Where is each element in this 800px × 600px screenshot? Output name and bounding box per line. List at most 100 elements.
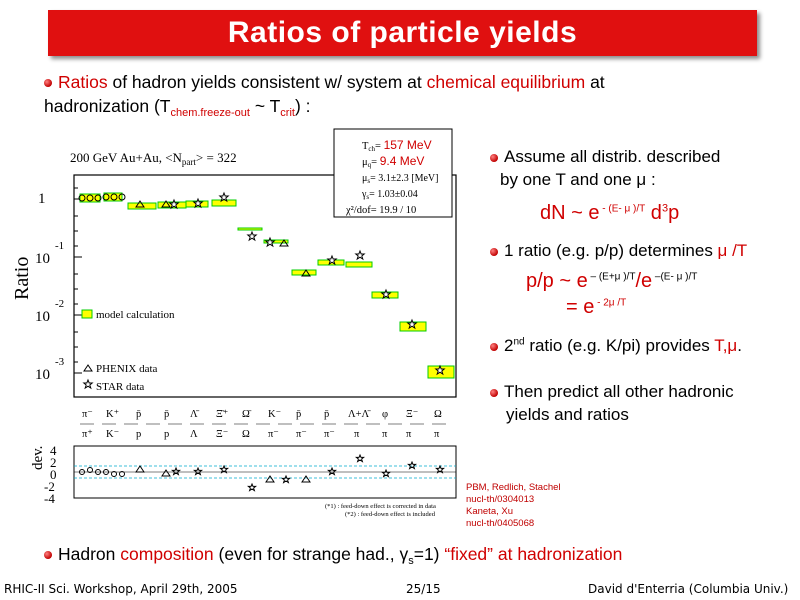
model-band [237, 227, 263, 231]
text: (even for strange had., γ [213, 544, 409, 564]
legend-star: STAR data [96, 381, 144, 393]
data-point [110, 193, 118, 201]
text: Hadron [58, 544, 121, 564]
footnote: (*2) : feed-down effect is included [345, 511, 436, 518]
tick-label: -1 [55, 240, 64, 252]
dev-point [326, 466, 338, 476]
formula-sup: 3 [661, 202, 669, 215]
phenix-triangle [301, 269, 311, 277]
formula-part: dN ~ e [540, 202, 600, 224]
x-label: Ω̄ [242, 409, 252, 420]
intro-part: hadronization (T [44, 96, 171, 116]
star-marker [326, 254, 338, 266]
intro-part: at [585, 72, 605, 92]
x-label: π⁻ [296, 429, 307, 440]
title-bar: Ratios of particle yields [48, 10, 757, 56]
dev-tick: 2 [50, 455, 57, 470]
bullet-icon [490, 342, 498, 351]
bullet-icon [490, 153, 498, 162]
formula-part: p [668, 202, 680, 224]
param-chi2: χ²/dof= 19.9 / 10 [345, 205, 416, 216]
references: PBM, Redlich, Stachel nucl-th/0304013 Ka… [466, 482, 561, 530]
formula-sup: - 2μ /T [594, 297, 627, 309]
formula-sup: - (E- μ )/T [599, 203, 646, 215]
data-point [118, 193, 126, 201]
dev-point [280, 474, 292, 484]
formula-sup: –(E- μ )/T [652, 271, 698, 283]
ratio-plot: 200 GeV Au+Au, <Npart> = 322 1 10 -1 10 … [11, 128, 457, 518]
dev-point [161, 469, 171, 477]
x-label: K⁺ [106, 409, 119, 420]
legend-model: model calculation [96, 309, 175, 321]
text: s [408, 555, 414, 567]
x-label: π⁻ [82, 409, 93, 420]
reference: nucl-th/0304013 [466, 494, 535, 505]
model-band [211, 199, 237, 207]
explanation-1: Assume all distrib. described by one T a… [490, 145, 790, 191]
x-label: K⁻ [268, 409, 281, 420]
intro-sub: chem.freeze-out [170, 107, 250, 119]
param-muq: μq= 9.4 MeV [362, 154, 424, 169]
x-label: p̄ [136, 409, 141, 420]
footer-right: David d'Enterria (Columbia Univ.) [588, 582, 789, 596]
star-marker [406, 318, 418, 330]
dev-point [192, 466, 204, 476]
dev-axis-label: dev. [30, 446, 46, 470]
tick-label: 1 [38, 191, 46, 207]
dev-point [246, 482, 258, 492]
x-label: K⁻ [106, 429, 119, 440]
params-box [333, 128, 453, 218]
model-band [127, 202, 157, 210]
bullet-icon [490, 247, 498, 256]
x-label: φ [382, 409, 388, 420]
param-mus: μs= 3.1±2.3 [MeV] [362, 173, 438, 185]
intro-part: ) : [294, 96, 311, 116]
data-point [78, 194, 86, 202]
x-axis-labels: π⁻ π⁺ K⁺ K⁻ p̄ p p̄ p Λ̄ Λ Ξ̄⁺ Ξ⁻ Ω̄ Ω K⁻ π⁻ p̄ π… [82, 409, 442, 440]
param-tch: Tch= 157 MeV [362, 138, 432, 153]
formula-part: = e [566, 296, 595, 318]
conclusion: Hadron composition (even for strange had… [44, 544, 622, 567]
formula-sup: – (E+μ )/T [587, 271, 636, 283]
data-point [94, 194, 102, 202]
reference: Kaneta, Xu [466, 506, 514, 517]
bullet-icon [44, 79, 52, 88]
dev-point [265, 475, 275, 483]
intro-part: ~ T [249, 96, 281, 116]
dev-point [103, 469, 109, 475]
main-frame [73, 174, 457, 398]
text: T,μ [714, 336, 738, 355]
footer-page: 25/15 [406, 582, 441, 596]
text: composition [120, 544, 214, 564]
phenix-triangle [135, 200, 145, 208]
reference: nucl-th/0405068 [466, 518, 535, 529]
tick-label: 10 [35, 309, 50, 325]
y-axis-label: Ratio [11, 257, 33, 300]
dev-point [354, 453, 366, 463]
dev-point [170, 466, 182, 476]
text: μ /T [717, 241, 748, 260]
x-label: Ξ⁻ [216, 429, 228, 440]
dev-tick: 4 [50, 443, 57, 458]
tick-label: 10 [35, 367, 50, 383]
formula-part: d [645, 202, 662, 224]
x-label: Λ [190, 429, 198, 440]
data-point [102, 193, 110, 201]
footer-left: RHIC-II Sci. Workshop, April 29th, 2005 [4, 582, 238, 596]
dev-point [111, 471, 117, 477]
plot-header: 200 GeV Au+Au, <Npart> = 322 [70, 150, 237, 167]
x-label: p̄ [296, 409, 301, 420]
star-marker [218, 191, 230, 203]
intro-sub: crit [280, 107, 295, 119]
data-point [86, 194, 94, 202]
legend-model-swatch [81, 309, 93, 319]
intro-chem-eq: chemical equilibrium [426, 72, 586, 92]
x-label: p [136, 429, 141, 440]
text: ratio (e.g. K/pi) provides [524, 336, 715, 355]
text: . [737, 336, 742, 355]
legend-phenix: PHENIX data [96, 363, 158, 375]
tick-label: 10 [35, 251, 50, 267]
model-band [103, 192, 123, 202]
footnote: (*1) : feed-down effect is corrected in … [325, 503, 436, 510]
formula-part: /e [635, 270, 653, 292]
